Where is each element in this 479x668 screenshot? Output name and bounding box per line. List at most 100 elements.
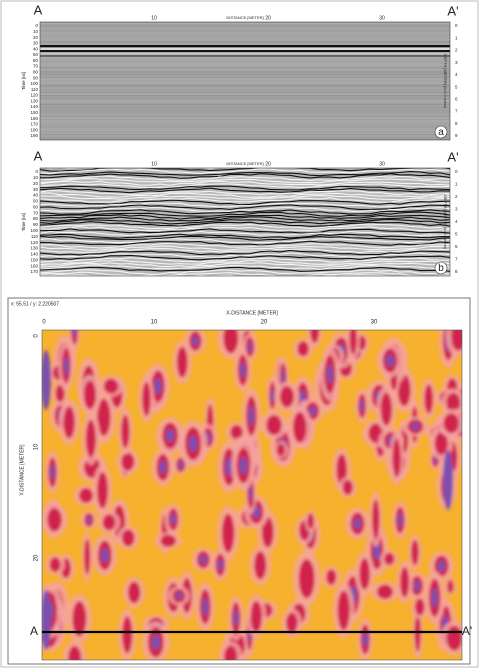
anomaly-core xyxy=(252,506,261,518)
anomaly-core xyxy=(362,632,368,647)
top-axis-label: DISTANCE [METER] xyxy=(226,161,263,166)
left-tick-label: 160 xyxy=(30,263,38,268)
trace xyxy=(40,173,450,179)
anomaly-core xyxy=(309,406,317,416)
x-tick-label: 10 xyxy=(151,320,158,326)
right-tick-label: 1 xyxy=(455,182,458,187)
trace xyxy=(40,202,450,208)
anomaly xyxy=(451,330,462,351)
left-tick-label: 20 xyxy=(33,181,39,186)
anomaly-core xyxy=(225,457,233,477)
right-tick-label: 8 xyxy=(455,121,458,126)
right-tick-label: 7 xyxy=(455,257,458,262)
anomaly xyxy=(276,443,285,457)
left-tick-label: 120 xyxy=(30,93,38,98)
left-axis-label: Time [ns] xyxy=(21,72,26,90)
anomaly xyxy=(142,381,151,417)
trace xyxy=(40,257,450,263)
left-tick-label: 90 xyxy=(33,75,39,80)
trace xyxy=(40,183,450,189)
trace xyxy=(40,274,393,276)
anomaly-core xyxy=(165,429,175,443)
anomaly-core xyxy=(386,354,394,367)
trace xyxy=(40,197,450,203)
anomaly xyxy=(298,559,315,599)
left-tick-label: 130 xyxy=(30,246,38,251)
trace xyxy=(40,264,450,270)
right-tick-label: 6 xyxy=(455,244,458,249)
marker-right: A' xyxy=(447,3,458,18)
anomaly-core xyxy=(217,559,223,571)
anomaly-core xyxy=(101,548,109,563)
panel-letter: a xyxy=(438,127,444,138)
anomaly-core xyxy=(353,518,362,530)
anomaly xyxy=(397,374,411,407)
depth-slice xyxy=(42,330,462,660)
right-tick-label: 4 xyxy=(455,72,458,77)
anomaly xyxy=(286,612,298,634)
left-tick-label: 170 xyxy=(30,269,38,274)
left-tick-label: 40 xyxy=(33,193,39,198)
left-tick-label: 0 xyxy=(35,169,38,174)
marker-left: A xyxy=(30,624,38,638)
anomaly xyxy=(349,330,357,355)
anomaly xyxy=(97,471,108,509)
anomaly-core xyxy=(326,364,334,384)
right-axis-label: DEPTH [METER] (v=0.1 m/ns) xyxy=(443,54,448,109)
right-tick-label: 1 xyxy=(455,35,458,40)
x-tick-label: 30 xyxy=(371,320,378,326)
anomaly xyxy=(72,601,87,637)
anomaly xyxy=(55,384,65,403)
anomaly-core xyxy=(50,464,55,480)
anomaly xyxy=(128,581,141,604)
anomaly-core xyxy=(151,634,161,650)
trace xyxy=(40,168,450,175)
left-tick-label: 140 xyxy=(30,104,38,109)
anomaly-core xyxy=(248,406,255,426)
anomaly xyxy=(415,598,425,616)
anomaly xyxy=(411,539,419,566)
anomaly xyxy=(83,380,97,410)
trace xyxy=(40,175,450,181)
trace xyxy=(40,180,450,186)
anomaly xyxy=(85,419,96,458)
x-axis-label: X-DISTANCE [METER] xyxy=(226,310,278,316)
anomaly xyxy=(47,507,62,532)
radargram-border xyxy=(39,21,451,141)
anomaly xyxy=(297,341,309,357)
trace xyxy=(40,177,450,184)
trace xyxy=(40,266,450,272)
anomaly xyxy=(122,616,133,654)
trace xyxy=(40,218,450,225)
trace xyxy=(40,187,450,194)
content: A A'DISTANCE [METER]10 20 30010203040506070… xyxy=(7,2,472,665)
y-axis-label: Y-DISTANCE [METER] xyxy=(19,444,25,496)
right-tick-label: 3 xyxy=(455,207,458,212)
left-tick-label: 150 xyxy=(30,110,38,115)
anomaly xyxy=(160,534,176,547)
right-tick-label: 5 xyxy=(455,84,458,89)
anomaly xyxy=(310,330,320,343)
anomaly xyxy=(122,529,135,547)
trace xyxy=(40,249,450,256)
trace xyxy=(40,259,450,266)
anomaly xyxy=(326,569,337,585)
anomaly-core xyxy=(240,362,246,378)
left-tick-label: 140 xyxy=(30,252,38,257)
anomaly-core xyxy=(233,610,239,627)
anomaly-core xyxy=(397,513,403,527)
trace xyxy=(40,204,450,211)
anomaly xyxy=(446,625,462,651)
top-tick-label: 10 xyxy=(151,15,157,21)
anomaly xyxy=(447,580,454,594)
anomaly xyxy=(392,438,401,478)
top-tick-label: 20 xyxy=(265,161,271,167)
trace xyxy=(40,192,450,198)
left-tick-label: 180 xyxy=(30,127,38,132)
trace xyxy=(40,185,450,191)
right-tick-label: 2 xyxy=(455,194,458,199)
top-tick-label: 10 xyxy=(151,161,157,167)
left-tick-label: 80 xyxy=(33,216,39,221)
